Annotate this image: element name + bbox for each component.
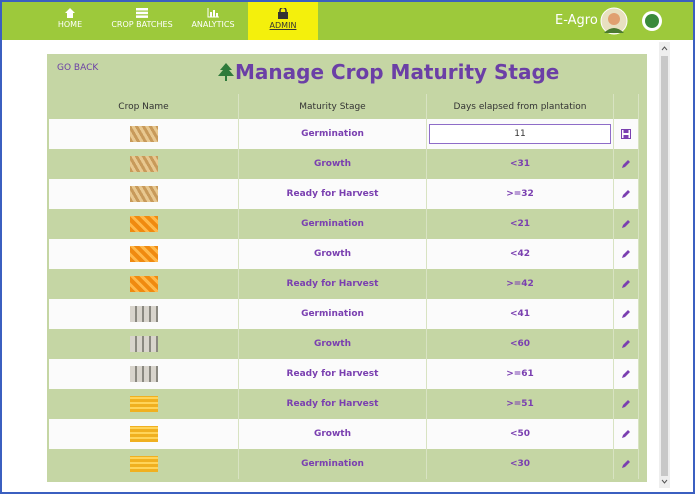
edit-button[interactable] (614, 179, 639, 209)
days-cell: 11 (427, 119, 614, 149)
user-icons[interactable] (600, 7, 680, 37)
crop-cell (49, 209, 239, 239)
crop-cell (49, 299, 239, 329)
table-row: Germination <30 (49, 449, 639, 479)
stage-cell: Germination (239, 209, 427, 239)
crop-cell (49, 269, 239, 299)
nav-label: ANALYTICS (191, 20, 235, 29)
days-cell: <30 (427, 449, 614, 479)
edit-button[interactable] (614, 299, 639, 329)
go-back[interactable]: GO BACK (57, 63, 99, 73)
crop-cell (49, 239, 239, 269)
edit-button[interactable] (614, 419, 639, 449)
crop-cell (49, 449, 239, 479)
table-row: Germination <21 (49, 209, 639, 239)
table-row: Ready for Harvest >=42 (49, 269, 639, 299)
crop-image (129, 126, 158, 142)
crop-image (129, 246, 158, 262)
table-row: Ready for Harvest >=32 (49, 179, 639, 209)
crop-image (129, 456, 158, 472)
edit-button[interactable] (614, 269, 639, 299)
header-row: Crop Name Maturity Stage Days elapsed fr… (49, 94, 639, 119)
crop-image (129, 216, 158, 232)
stage-cell: Growth (239, 239, 427, 269)
table-row: Growth <31 (49, 149, 639, 179)
crop-image (129, 306, 158, 322)
panel: GO BACK Manage Crop Maturity Stage Crop … (47, 54, 647, 482)
table-row: Ready for Harvest >=61 (49, 359, 639, 389)
nav-analytics[interactable]: ANALYTICS (178, 2, 248, 40)
title-text: Manage Crop Maturity Stage (235, 60, 560, 84)
table-row: Growth <42 (49, 239, 639, 269)
brand: E-Agro (555, 13, 598, 28)
stage-cell: Germination (239, 299, 427, 329)
crop-image (129, 156, 158, 172)
days-cell: <41 (427, 299, 614, 329)
edit-button[interactable] (614, 149, 639, 179)
crop-cell (49, 419, 239, 449)
crop-cell (49, 119, 239, 149)
crop-image (129, 396, 158, 412)
table-row: Germination <41 (49, 299, 639, 329)
days-cell: >=61 (427, 359, 614, 389)
crop-cell (49, 179, 239, 209)
nav-label: ADMIN (269, 21, 297, 30)
days-cell: <21 (427, 209, 614, 239)
crop-cell (49, 389, 239, 419)
table-row: Growth <50 (49, 419, 639, 449)
table-row: Ready for Harvest >=51 (49, 389, 639, 419)
table-row: Germination 11 (49, 119, 639, 149)
nav-crop-batches[interactable]: CROP BATCHES (107, 2, 177, 40)
nav-label: CROP BATCHES (111, 20, 173, 29)
edit-button[interactable] (614, 359, 639, 389)
edit-button[interactable] (614, 329, 639, 359)
stage-cell: Ready for Harvest (239, 179, 427, 209)
edit-button[interactable] (614, 449, 639, 479)
days-cell: <50 (427, 419, 614, 449)
table: Crop Name Maturity Stage Days elapsed fr… (49, 94, 639, 479)
days-cell: >=51 (427, 389, 614, 419)
save-button[interactable] (614, 119, 639, 149)
table-row: Growth <60 (49, 329, 639, 359)
days-cell: >=32 (427, 179, 614, 209)
crop-image (129, 186, 158, 202)
edit-button[interactable] (614, 389, 639, 419)
days-cell: <42 (427, 239, 614, 269)
stage-cell: Germination (239, 449, 427, 479)
crop-cell (49, 359, 239, 389)
header: Maturity Stage (239, 94, 427, 119)
crop-image (129, 366, 158, 382)
nav-bar: HOME CROP BATCHES ANALYTICS ADMIN E-Agro (2, 2, 693, 40)
tree-icon (218, 63, 234, 81)
edit-button[interactable] (614, 239, 639, 269)
nav-home[interactable]: HOME (35, 2, 105, 40)
header (614, 94, 639, 119)
crop-image (129, 426, 158, 442)
stage-cell: Germination (239, 119, 427, 149)
crop-cell (49, 149, 239, 179)
days-input[interactable]: 11 (429, 124, 611, 144)
page-title: Manage Crop Maturity Stage (217, 60, 559, 84)
stage-cell: Ready for Harvest (239, 269, 427, 299)
days-cell: >=42 (427, 269, 614, 299)
header: Days elapsed from plantation (427, 94, 614, 119)
crop-image (129, 276, 158, 292)
nav-label: HOME (57, 20, 83, 29)
edit-button[interactable] (614, 209, 639, 239)
stage-cell: Growth (239, 419, 427, 449)
stage-cell: Ready for Harvest (239, 389, 427, 419)
header: Crop Name (49, 94, 239, 119)
days-cell: <31 (427, 149, 614, 179)
days-cell: <60 (427, 329, 614, 359)
crop-image (129, 336, 158, 352)
scrollbar[interactable] (659, 42, 670, 488)
stage-cell: Growth (239, 149, 427, 179)
nav-admin[interactable]: ADMIN (248, 2, 318, 40)
crop-cell (49, 329, 239, 359)
stage-cell: Ready for Harvest (239, 359, 427, 389)
stage-cell: Growth (239, 329, 427, 359)
